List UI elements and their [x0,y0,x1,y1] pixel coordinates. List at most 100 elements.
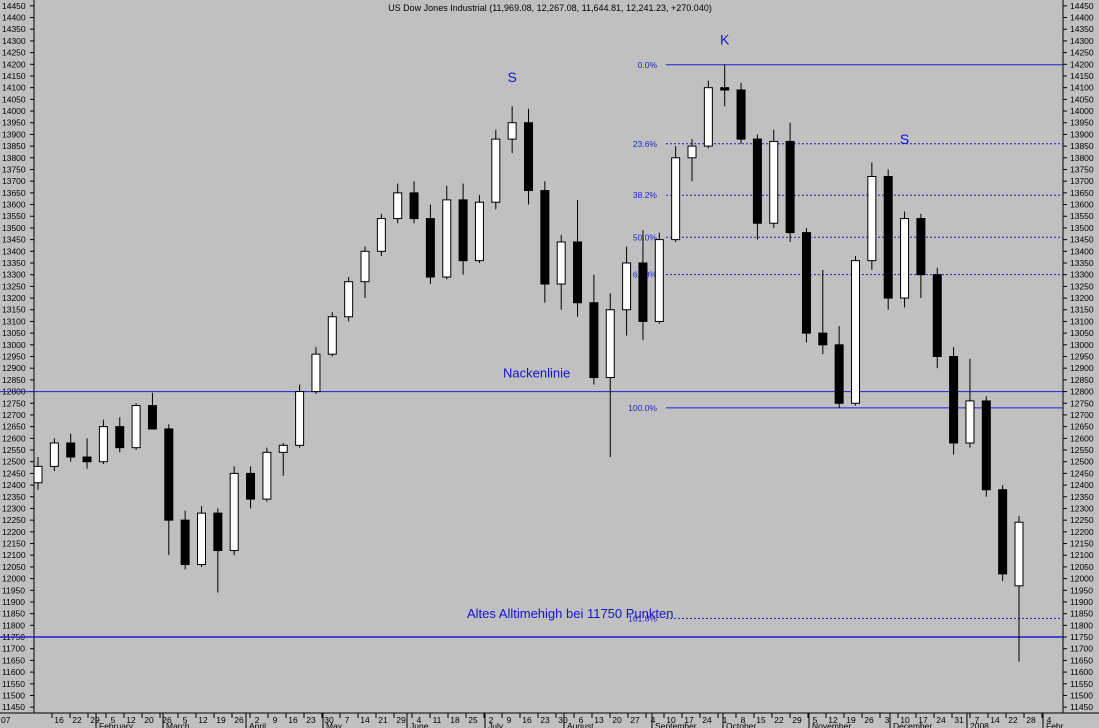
x-tick-label: 24 [936,715,946,725]
y-tick-label-left: 12500 [2,457,26,467]
y-tick-label-right: 12350 [1070,492,1094,502]
y-tick-label-right: 11800 [1070,620,1093,630]
y-tick-label-left: 12950 [2,352,26,362]
y-tick-label-left: 13950 [2,118,26,128]
month-label: June [410,721,429,728]
y-tick-label-right: 13550 [1070,211,1094,221]
x-tick-label: 5 [813,715,818,725]
y-tick-label-left: 13850 [2,141,26,151]
y-tick-label-left: 13250 [2,281,26,291]
y-tick-label-right: 13950 [1070,118,1094,128]
y-tick-label-left: 14000 [2,106,26,116]
fibonacci-label: 23.6% [633,139,658,149]
x-tick-label: 15 [756,715,766,725]
x-tick-label: 4 [1047,715,1052,725]
candle-body [229,472,239,552]
x-tick-label: 24 [702,715,712,725]
y-tick-label-left: 12450 [2,468,26,478]
y-tick-label-right: 13200 [1070,293,1094,303]
y-tick-label-left: 11500 [2,690,25,700]
y-tick-label-right: 12150 [1070,539,1094,549]
y-tick-label-left: 12300 [2,503,26,513]
y-tick-label-left: 13900 [2,129,26,139]
month-label: September [655,721,697,728]
x-tick-label: 9 [507,715,512,725]
y-tick-label-right: 11500 [1070,690,1093,700]
x-tick-label: 4 [417,715,422,725]
x-tick-label: 8 [741,715,746,725]
x-tick-label: 14 [360,715,370,725]
y-tick-label-right: 13050 [1070,328,1094,338]
y-tick-label-right: 12950 [1070,352,1094,362]
candle-body [883,175,893,299]
y-tick-label-left: 13500 [2,223,26,233]
candle-body [246,472,256,500]
y-tick-label-right: 12050 [1070,562,1094,572]
fibonacci-label: 100.0% [628,403,657,413]
x-tick-label: 20 [612,715,622,725]
y-tick-label-left: 12900 [2,363,26,373]
candle-body [654,239,664,322]
candle-body [834,344,844,404]
month-label: March [166,721,190,728]
y-tick-label-right: 13850 [1070,141,1094,151]
candle-body [736,89,746,140]
candle-body [278,444,288,453]
x-tick-label: 19 [846,715,856,725]
candle-body [801,232,811,334]
candle-body [851,260,860,404]
x-tick-label: 1 [723,715,728,725]
candle-body [115,426,125,449]
y-tick-label-left: 11650 [2,655,25,665]
y-tick-label-right: 12200 [1070,527,1094,537]
x-tick-label: 7 [345,715,350,725]
x-tick-label: 27 [630,715,640,725]
y-tick-label-left: 12700 [2,410,26,420]
y-tick-label-right: 14100 [1070,83,1094,93]
candle-body [295,391,305,446]
y-tick-label-left: 12400 [2,480,26,490]
candle-body [344,281,354,318]
y-tick-label-left: 12650 [2,422,26,432]
y-tick-label-right: 12900 [1070,363,1094,373]
x-tick-label: 29 [792,715,802,725]
y-tick-label-left: 14300 [2,36,26,46]
candle-body [66,442,76,458]
x-tick-label: 26 [162,715,172,725]
y-tick-label-left: 13150 [2,305,26,315]
month-label: December [893,721,932,728]
y-tick-label-left: 14150 [2,71,26,81]
candle-body [491,138,501,203]
y-tick-label-right: 13000 [1070,340,1094,350]
fibonacci-label: 50.0% [633,232,658,242]
x-tick-label: 12 [198,715,208,725]
y-tick-label-left: 13000 [2,340,26,350]
month-label: April [249,721,266,728]
y-tick-label-left: 11450 [2,702,25,712]
x-tick-label: 11 [433,715,442,725]
y-tick-label-left: 14100 [2,83,26,93]
candle-body [638,262,648,322]
y-tick-label-right: 11950 [1070,585,1093,595]
y-tick-label-right: 12300 [1070,503,1094,513]
y-tick-label-left: 14200 [2,59,26,69]
y-tick-label-right: 13650 [1070,188,1094,198]
candle-body [785,140,795,234]
candle-body [981,400,991,491]
y-tick-label-right: 11850 [1070,609,1093,619]
candle-body [180,519,190,566]
y-tick-label-left: 11800 [2,620,25,630]
pattern-annotation: K [720,31,730,47]
candle-body [474,201,484,262]
x-tick-label: 22 [1008,715,1018,725]
x-tick-label: 9 [273,715,278,725]
y-tick-label-right: 11900 [1070,597,1093,607]
candle-body [1014,521,1024,587]
y-tick-label-right: 13400 [1070,246,1094,256]
y-tick-label-right: 14350 [1070,24,1094,34]
y-tick-label-right: 12800 [1070,387,1094,397]
candle-body [900,218,910,299]
candle-body [867,175,877,262]
